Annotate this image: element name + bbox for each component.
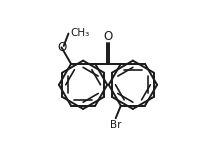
Text: O: O: [57, 41, 66, 54]
Text: Br: Br: [110, 120, 121, 130]
Text: CH₃: CH₃: [70, 28, 89, 38]
Text: O: O: [103, 30, 113, 43]
